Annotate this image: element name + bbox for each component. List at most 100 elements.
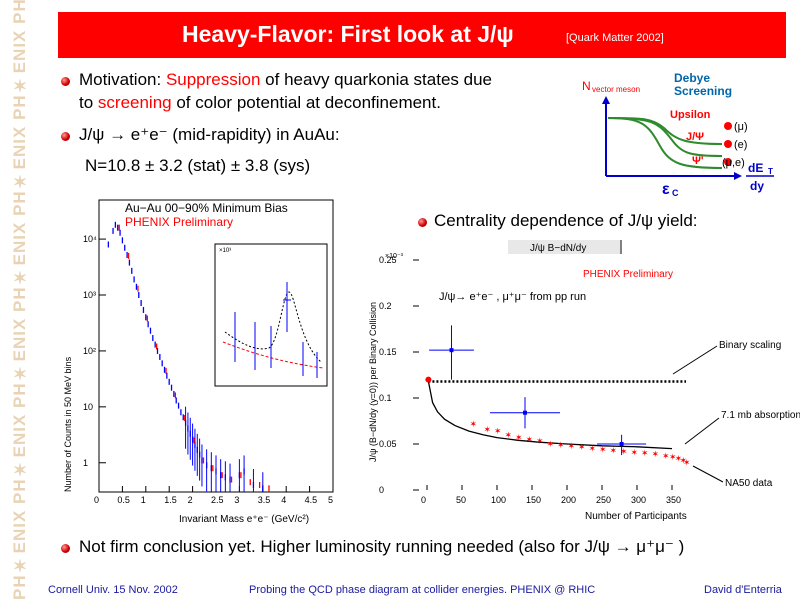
phenix-watermark-strip: PH✶ENIX PH✶ENIX PH✶ENIX PH✶ENIX PH✶ENIX … [0, 0, 40, 600]
na50-point: ✶ [599, 445, 607, 455]
x-tick-label: 2 [188, 495, 193, 505]
y-tick-label: 0.25 [379, 255, 397, 265]
invariant-mass-title: Au−Au 00−90% Minimum Bias [125, 201, 288, 215]
na50-point: ✶ [631, 447, 639, 457]
na50-point: ✶ [683, 457, 691, 467]
na50-point: ✶ [557, 440, 565, 450]
inset-fit-curve [224, 291, 322, 363]
bullet-icon [61, 77, 70, 86]
na50-point: ✶ [652, 449, 660, 459]
debye-ylabel: N [582, 79, 591, 93]
debye-tag-jpsi: (e) [734, 139, 747, 151]
label-absorption-pointer [684, 417, 720, 445]
na50-point: ✶ [680, 456, 688, 466]
na50-point: ✶ [526, 434, 534, 444]
label-binary-scaling-pointer [672, 345, 718, 375]
centrality-legend: J/ψ B−dN/dy [530, 243, 586, 254]
na50-point: ✶ [484, 424, 492, 434]
na50-point: ✶ [641, 448, 649, 458]
bullet-jpsi-channel: J/ψ → e⁺e⁻ (mid-rapidity) in AuAu: [79, 125, 340, 144]
na50-point: ✶ [662, 451, 670, 461]
pp-reference-point [425, 376, 432, 383]
bullet-screening-word: screening [97, 93, 172, 112]
slide-title-banner: Heavy-Flavor: First look at J/ψ [Quark M… [58, 12, 786, 58]
bullet-motivation-line1: Motivation: Suppression of heavy quarkon… [79, 70, 492, 90]
inset-exponent: ×10³ [219, 248, 231, 254]
y-tick-label: 0 [379, 485, 384, 495]
na50-point: ✶ [547, 439, 555, 449]
debye-marker-upsilon [724, 122, 732, 130]
debye-title-line1: Debye [674, 71, 710, 85]
debye-tag-psiprime: (μ,e) [722, 157, 745, 169]
invariant-mass-ticks: 0 0.5 1 1.5 2 2.5 3 3.5 4 4.5 5 1 10 10² 10³ 10⁴ [83, 234, 334, 505]
label-binary-scaling: Binary scaling [719, 340, 781, 351]
debye-label-jpsi: J/Ψ [686, 131, 704, 143]
x-tick-label: 0 [94, 495, 99, 505]
centrality-series: ✶✶ ✶ ✶ ✶ ✶ ✶ ✶ ✶ ✶ ✶ ✶ ✶ ✶ ✶ ✶ ✶ ✶ ✶ ✶✶✶✶ [425, 325, 691, 467]
bullet-motivation-line2-post: of color potential at deconfinement. [171, 93, 441, 112]
slide-title: Heavy-Flavor: First look at J/ψ [182, 21, 514, 47]
x-tick-label: 3.5 [258, 495, 271, 505]
y-tick-label: 0.15 [379, 347, 397, 357]
y-tick-label: 10³ [83, 290, 96, 300]
y-tick-label: 10² [83, 346, 96, 356]
x-tick-label: 250 [596, 495, 611, 505]
label-absorption: 7.1 mb absorption [721, 410, 800, 421]
x-tick-label: 4 [281, 495, 286, 505]
x-tick-label: 200 [561, 495, 576, 505]
debye-title-line2: Screening [674, 84, 732, 98]
x-tick-label: 350 [666, 495, 681, 505]
invariant-mass-subtitle: PHENIX Preliminary [125, 215, 233, 229]
centrality-annotation: J/ψ→ e⁺e⁻ , μ⁺μ⁻ from pp run [439, 291, 586, 303]
x-tick-label: 1.5 [164, 495, 177, 505]
bullet-conclusion: Not firm conclusion yet. Higher luminosi… [79, 537, 685, 556]
debye-tag-upsilon: (μ) [734, 121, 748, 133]
invariant-mass-series [107, 221, 270, 492]
invariant-mass-xlabel: Invariant Mass e⁺e⁻ (GeV/c²) [179, 514, 309, 524]
x-tick-label: 2.5 [211, 495, 224, 505]
phenix-watermark-text: PH✶ENIX PH✶ENIX PH✶ENIX PH✶ENIX PH✶ENIX … [10, 0, 29, 600]
x-tick-label: 1 [141, 495, 146, 505]
na50-point: ✶ [568, 441, 576, 451]
na50-point: ✶ [470, 419, 478, 429]
bullet-suppression-word: Suppression [165, 70, 261, 89]
footer-venue-date: Cornell Univ. 15 Nov. 2002 [48, 584, 178, 596]
phenix-point [619, 442, 624, 446]
debye-xlabel: dE [748, 161, 763, 175]
debye-y-arrow [602, 96, 610, 104]
x-tick-label: 100 [491, 495, 506, 505]
centrality-ticks: 0 50 100 150 200 250 300 350 0 0.05 0.1 0.15 0.2 0.25 [379, 255, 681, 505]
debye-label-psiprime: Ψ' [692, 155, 704, 167]
y-tick-label: 0.1 [379, 393, 392, 403]
centrality-y-exponent: ×10⁻³ [385, 253, 404, 260]
footer-author: David d'Enterria [704, 584, 782, 596]
inset-background-curve [222, 341, 324, 369]
x-tick-label: 50 [456, 495, 466, 505]
x-tick-label: 3 [234, 495, 239, 505]
debye-marker-psiprime [724, 158, 732, 166]
na50-point: ✶ [515, 433, 523, 443]
na50-point: ✶ [669, 452, 677, 462]
y-tick-label: 1 [83, 458, 88, 468]
na50-point: ✶ [536, 436, 544, 446]
debye-xlabel-denominator: dy [750, 179, 764, 193]
debye-x-arrow [734, 172, 742, 180]
debye-label-upsilon: Upsilon [670, 109, 711, 121]
x-tick-label: 4.5 [305, 495, 318, 505]
x-tick-label: 5 [328, 495, 333, 505]
na50-point: ✶ [675, 454, 683, 464]
bullet-motivation-line2: to screening of color potential at decon… [79, 93, 441, 113]
debye-epsilon-crit: ε [662, 181, 670, 198]
centrality-xlabel: Number of Participants [585, 511, 687, 522]
debye-ylabel-sub: vector meson [592, 85, 640, 94]
centrality-ylabel: J/ψ (B−dN/dy (y=0)) per Binary Collision [368, 302, 378, 462]
x-tick-label: 0.5 [117, 495, 130, 505]
na50-point: ✶ [620, 446, 628, 456]
invariant-mass-svg: Au−Au 00−90% Minimum Bias PHENIX Prelimi… [63, 199, 334, 525]
invariant-mass-chart: Au−Au 00−90% Minimum Bias PHENIX Prelimi… [59, 192, 339, 525]
centrality-svg: J/ψ B−dN/dy PHENIX Preliminary J/ψ→ e⁺e⁻… [368, 240, 800, 522]
invariant-mass-ylabel: Number of Counts in 50 MeV bins [63, 356, 73, 492]
debye-marker-jpsi [724, 140, 732, 148]
y-tick-label: 0.05 [379, 439, 397, 449]
centrality-subtitle: PHENIX Preliminary [583, 269, 673, 280]
